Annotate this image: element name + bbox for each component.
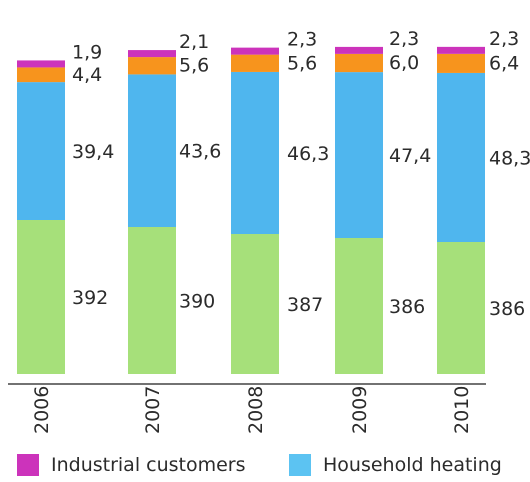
bar-base-2009 bbox=[335, 238, 383, 374]
value-label-industrial-2009: 2,3 bbox=[389, 28, 419, 50]
value-label-industrial-2007: 2,1 bbox=[179, 31, 209, 53]
bar-middle-2006 bbox=[17, 67, 65, 83]
value-label-middle-2006: 4,4 bbox=[72, 64, 102, 86]
legend-swatch-household bbox=[289, 454, 311, 476]
value-labels-group: 39239,44,41,939043,65,62,138746,35,62,33… bbox=[72, 28, 530, 320]
legend-item-industrial: Industrial customers bbox=[17, 452, 246, 478]
x-tick-2009: 2009 bbox=[349, 386, 371, 434]
value-label-industrial-2010: 2,3 bbox=[489, 28, 519, 50]
bar-industrial-2010 bbox=[437, 46, 485, 54]
value-label-base-2010: 386 bbox=[489, 298, 525, 320]
x-tick-labels-group: 2006 2007 2008 2009 2010 bbox=[31, 386, 473, 434]
stacked-bar-chart: 39239,44,41,939043,65,62,138746,35,62,33… bbox=[8, 28, 530, 434]
bar-household-2010 bbox=[437, 72, 485, 242]
value-label-household-2006: 39,4 bbox=[72, 141, 114, 163]
x-tick-2008: 2008 bbox=[245, 386, 267, 434]
bar-middle-2010 bbox=[437, 53, 485, 73]
legend-label-household: Household heating bbox=[323, 454, 502, 476]
value-label-household-2008: 46,3 bbox=[287, 143, 329, 165]
bar-industrial-2008 bbox=[231, 47, 279, 55]
value-label-household-2007: 43,6 bbox=[179, 141, 221, 163]
bar-base-2010 bbox=[437, 242, 485, 374]
value-label-industrial-2008: 2,3 bbox=[287, 29, 317, 51]
bar-base-2006 bbox=[17, 220, 65, 374]
value-label-middle-2008: 5,6 bbox=[287, 52, 317, 74]
bar-household-2009 bbox=[335, 72, 383, 238]
x-tick-2010: 2010 bbox=[451, 386, 473, 434]
x-tick-2007: 2007 bbox=[142, 386, 164, 434]
value-label-industrial-2006: 1,9 bbox=[72, 41, 102, 63]
value-label-base-2008: 387 bbox=[287, 294, 323, 316]
value-label-middle-2007: 5,6 bbox=[179, 55, 209, 77]
value-label-base-2007: 390 bbox=[179, 291, 215, 313]
bar-base-2007 bbox=[128, 227, 176, 374]
bar-middle-2007 bbox=[128, 57, 176, 75]
bar-household-2007 bbox=[128, 74, 176, 228]
bar-industrial-2006 bbox=[17, 60, 65, 68]
x-tick-2006: 2006 bbox=[31, 386, 53, 434]
bar-middle-2008 bbox=[231, 54, 279, 72]
value-label-middle-2010: 6,4 bbox=[489, 52, 519, 74]
value-label-household-2010: 48,3 bbox=[489, 147, 530, 169]
legend-swatch-industrial bbox=[17, 454, 39, 476]
legend-label-industrial: Industrial customers bbox=[51, 454, 246, 476]
value-label-middle-2009: 6,0 bbox=[389, 52, 419, 74]
bar-household-2008 bbox=[231, 71, 279, 234]
bar-industrial-2009 bbox=[335, 46, 383, 54]
bar-industrial-2007 bbox=[128, 50, 176, 58]
bar-household-2006 bbox=[17, 82, 65, 220]
bars-group bbox=[17, 46, 485, 374]
value-label-base-2009: 386 bbox=[389, 296, 425, 318]
value-label-base-2006: 392 bbox=[72, 287, 108, 309]
bar-base-2008 bbox=[231, 234, 279, 374]
legend-item-household: Household heating bbox=[289, 452, 502, 478]
value-label-household-2009: 47,4 bbox=[389, 145, 431, 167]
bar-middle-2009 bbox=[335, 53, 383, 73]
